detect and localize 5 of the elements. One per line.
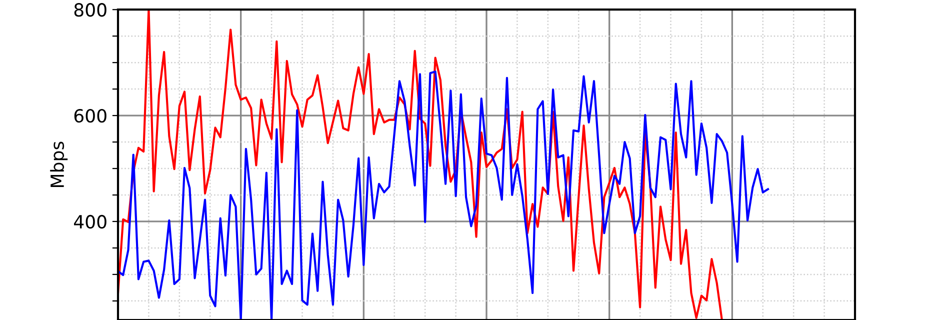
line-series [118,70,770,320]
y-axis-title: Mbps [50,142,68,187]
y-tick-label: 400 [74,214,106,229]
y-tick-label: 600 [74,109,106,123]
y-tick-label: 800 [74,3,106,17]
